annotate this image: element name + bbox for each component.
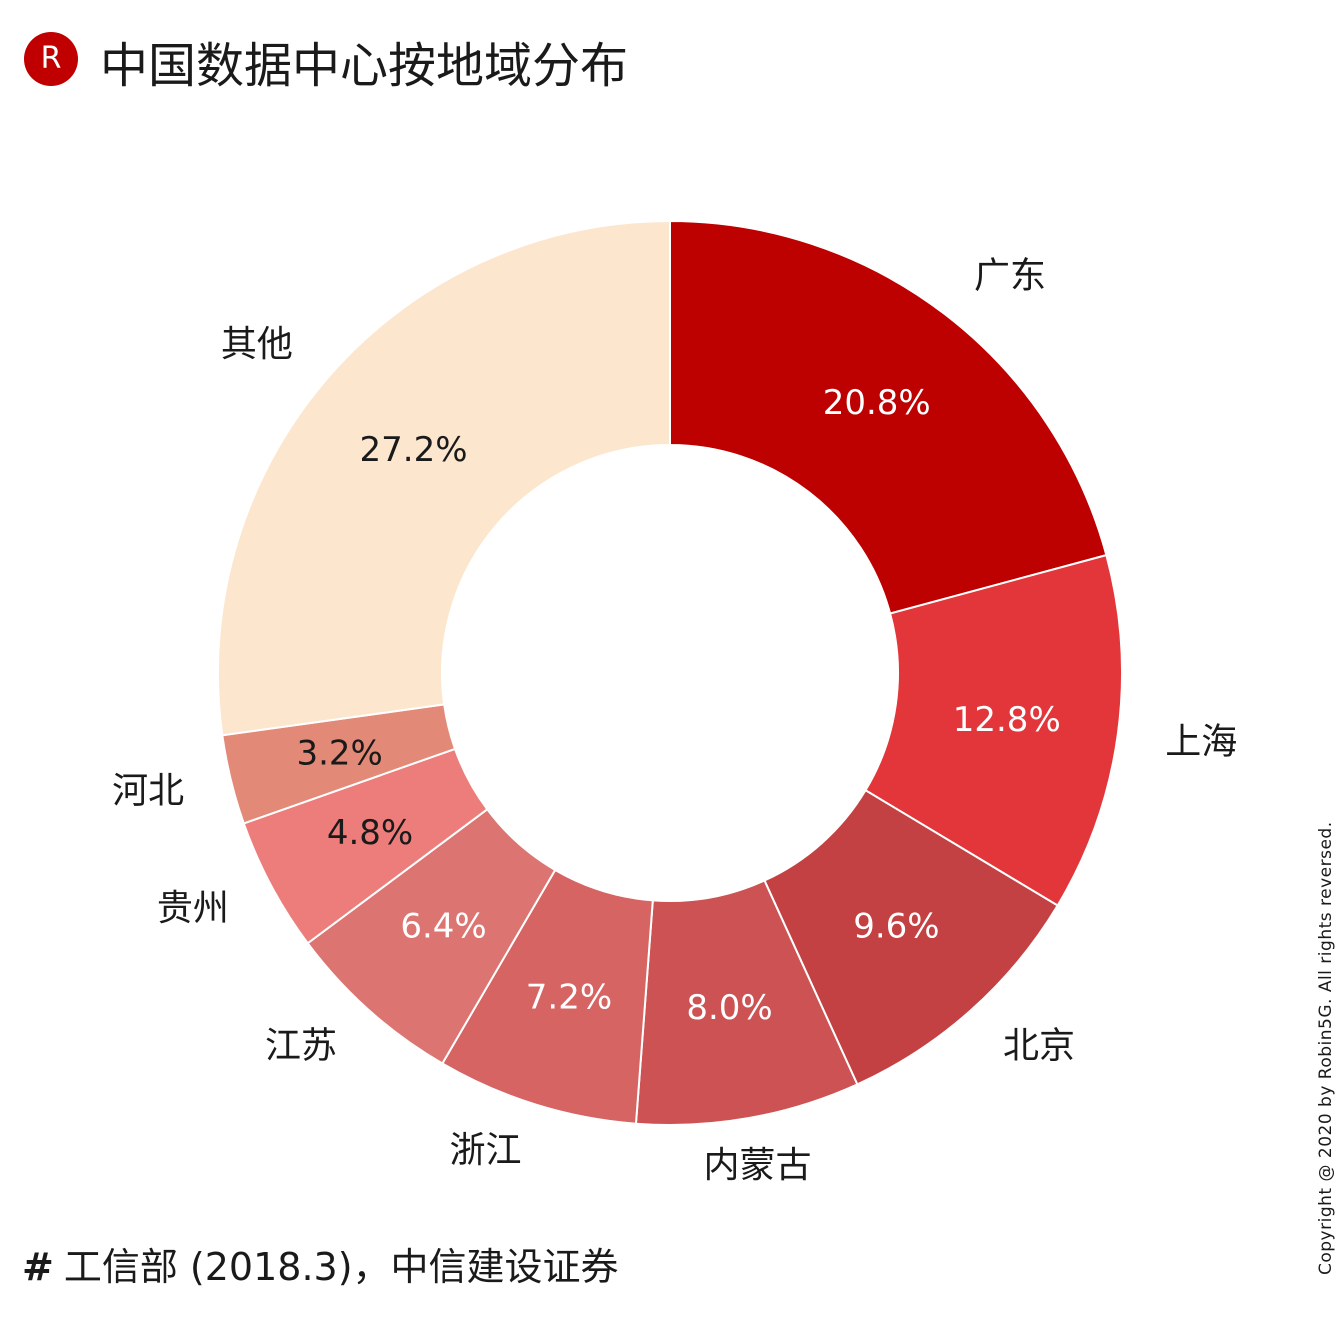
source-note: # 工信部 (2018.3)，中信建设证券 (22, 1236, 619, 1291)
source-hash: # (22, 1245, 54, 1289)
category-label-1: 上海 (1165, 721, 1237, 762)
category-label-5: 江苏 (265, 1025, 337, 1066)
value-label-3: 8.0% (686, 988, 772, 1028)
value-label-7: 3.2% (296, 733, 382, 773)
labels-group: 20.8% 广东 12.8% 上海 9.6% 北京 8.0% 内蒙古 7.2% 浙江 6.4% 江苏 4… (112, 256, 1237, 1186)
value-label-2: 9.6% (853, 907, 939, 947)
category-label-2: 北京 (1003, 1025, 1075, 1066)
slice-8 (217, 219, 671, 737)
value-label-0: 20.8% (823, 383, 931, 423)
category-label-8: 其他 (221, 324, 293, 365)
value-label-4: 7.2% (526, 978, 612, 1018)
slice-1 (864, 553, 1123, 907)
source-text: 工信部 (2018.3)，中信建设证券 (63, 1245, 619, 1289)
value-label-8: 27.2% (360, 430, 468, 470)
category-label-3: 内蒙古 (704, 1145, 812, 1186)
category-label-0: 广东 (974, 256, 1046, 297)
category-label-4: 浙江 (449, 1130, 521, 1171)
chart-title: 中国数据中心按地域分布 (100, 38, 629, 94)
value-label-6: 4.8% (327, 813, 413, 853)
slice-2 (763, 788, 1059, 1086)
value-label-5: 6.4% (400, 907, 486, 947)
value-label-1: 12.8% (953, 700, 1061, 740)
slice-0 (669, 219, 1108, 615)
category-label-6: 贵州 (157, 888, 229, 929)
brand-logo: R (24, 32, 78, 86)
slices-group (217, 219, 1123, 1127)
copyright-notice: Copyright @ 2020 by Robin5G. All rights … (1316, 821, 1336, 1275)
category-label-7: 河北 (112, 771, 184, 812)
